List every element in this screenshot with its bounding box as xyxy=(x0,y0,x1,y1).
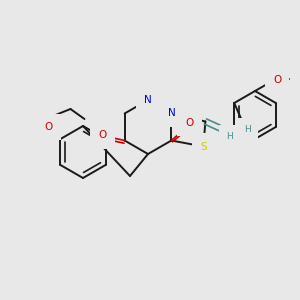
Text: H: H xyxy=(244,125,251,134)
Text: N: N xyxy=(167,109,175,118)
Text: O: O xyxy=(98,130,107,140)
Text: H: H xyxy=(226,132,233,141)
Text: O: O xyxy=(185,118,194,128)
Text: S: S xyxy=(200,142,207,152)
Text: O: O xyxy=(44,122,52,132)
Text: O: O xyxy=(273,75,281,85)
Text: N: N xyxy=(144,95,152,105)
